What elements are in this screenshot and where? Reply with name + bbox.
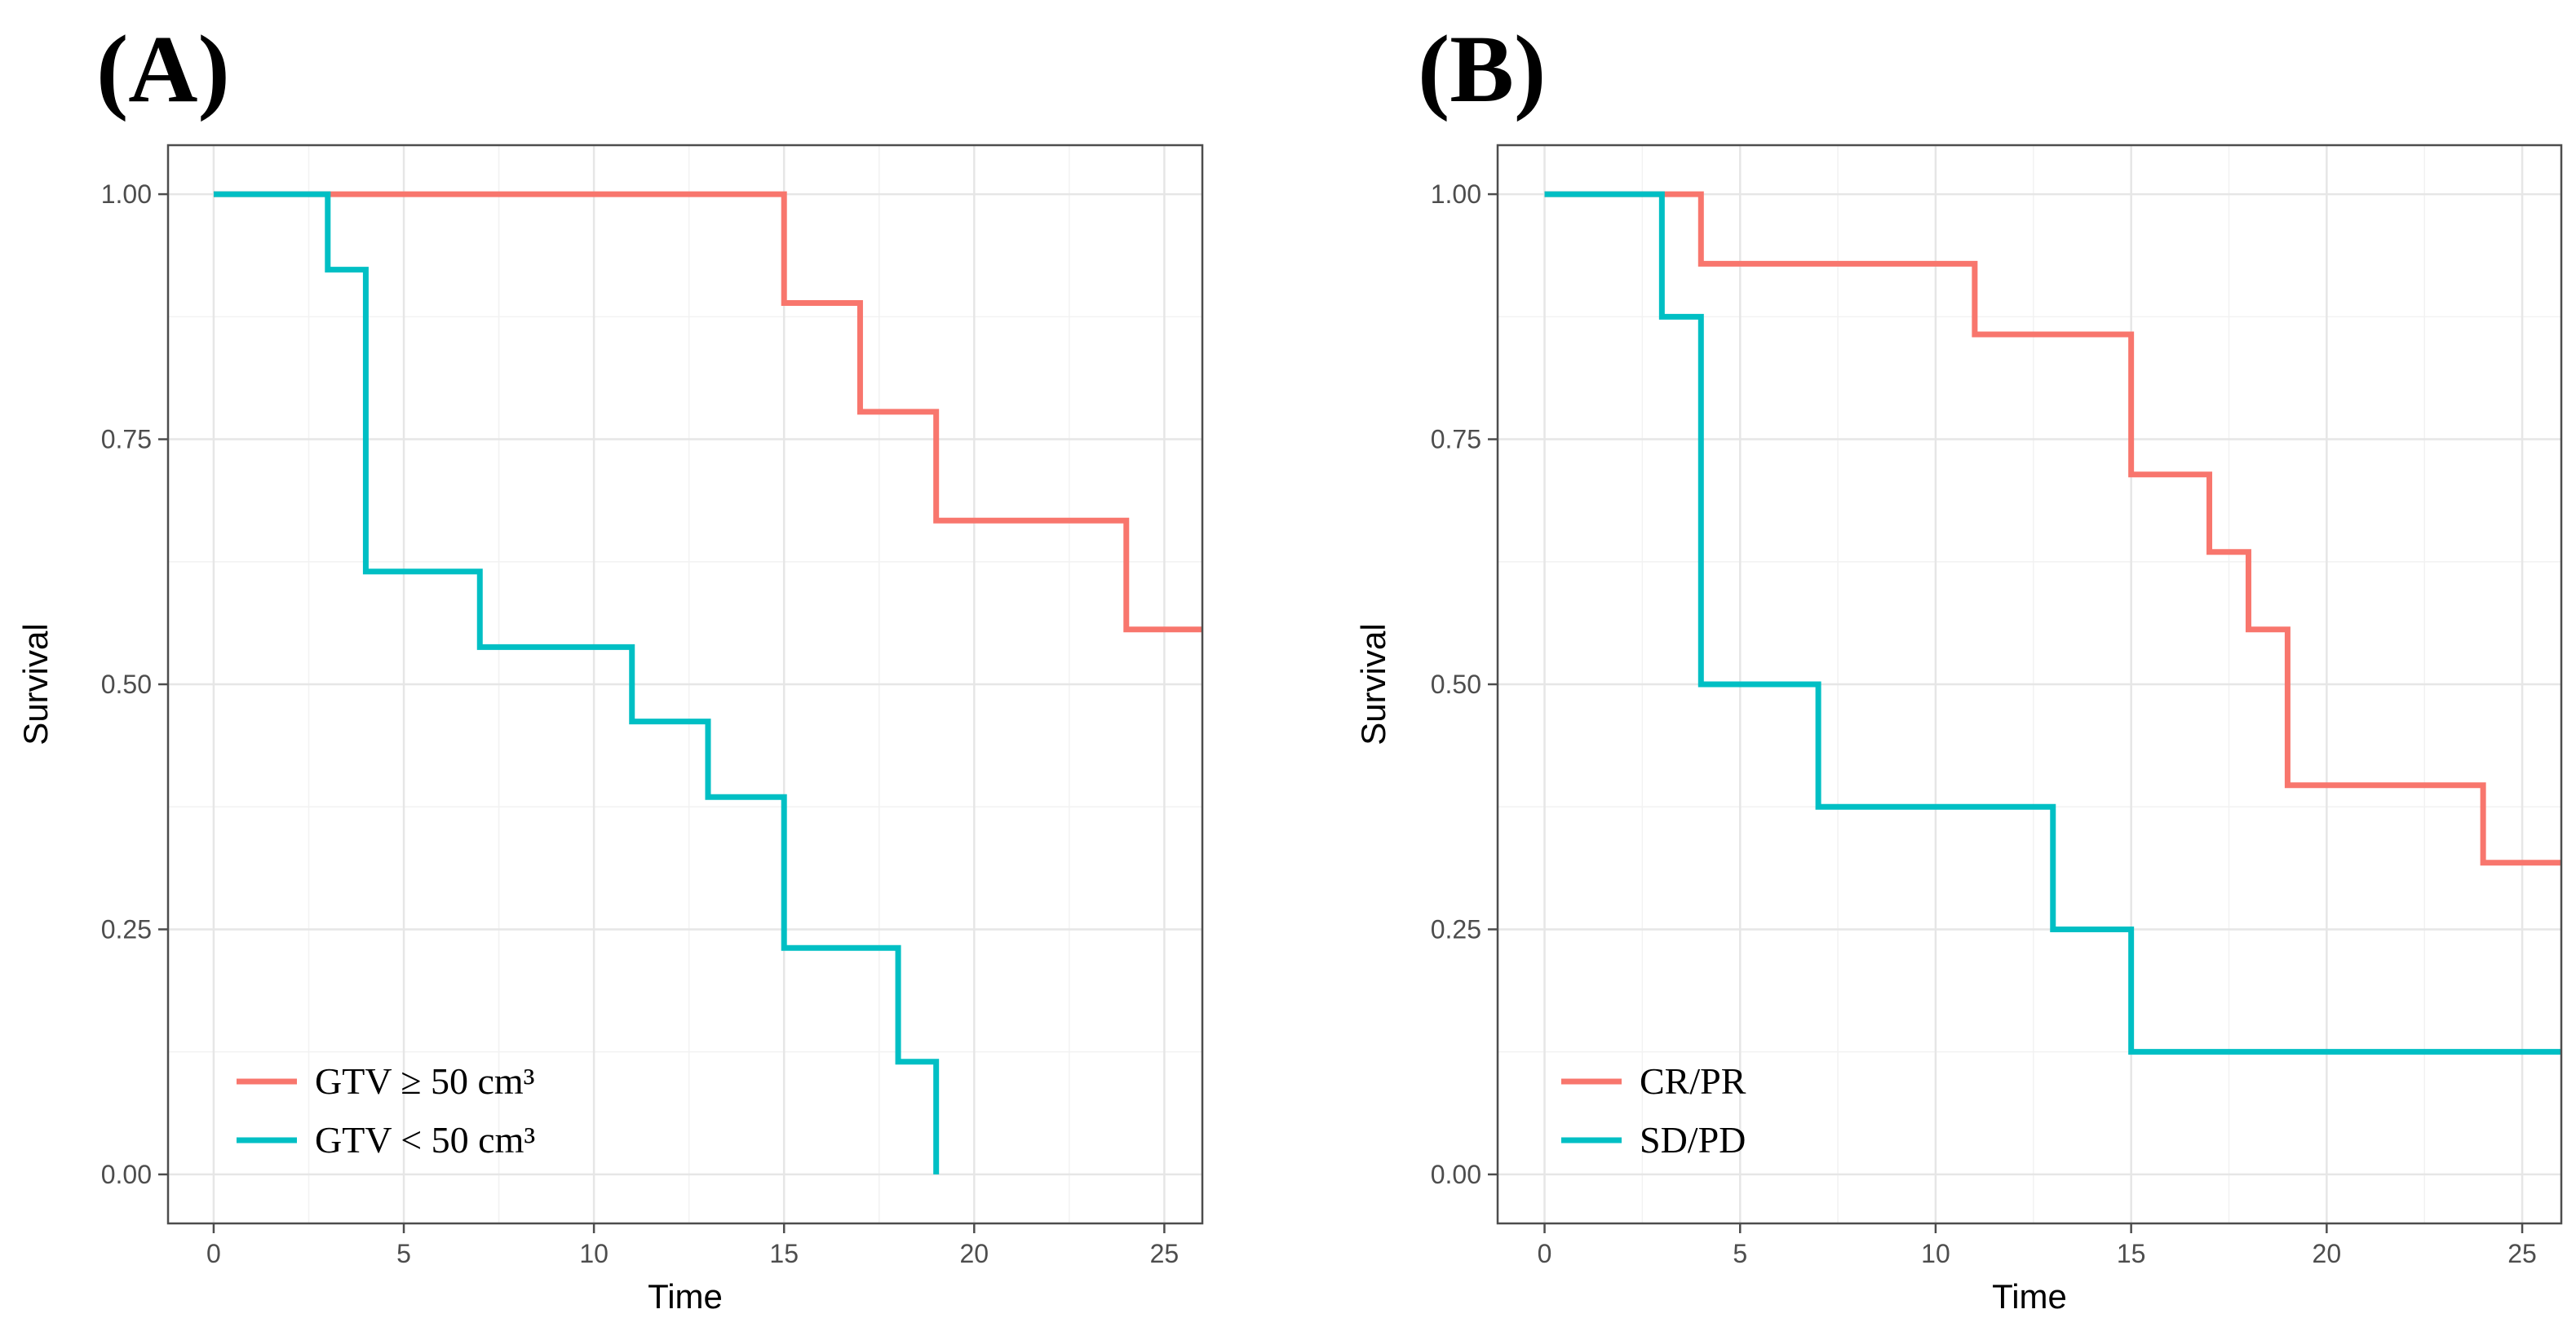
legend-label-series-1: CR/PR bbox=[1640, 1060, 1746, 1102]
legend-label-series-2: SD/PD bbox=[1640, 1119, 1746, 1161]
x-tick-label: 10 bbox=[579, 1239, 609, 1268]
y-tick-label: 0.25 bbox=[1431, 914, 1481, 944]
y-axis-title: Survival bbox=[16, 623, 55, 745]
y-tick-label: 0.25 bbox=[101, 914, 152, 944]
legend: GTV ≥ 50 cm³ GTV < 50 cm³ bbox=[237, 1060, 535, 1161]
y-tick-label: 1.00 bbox=[1431, 179, 1481, 209]
y-tick-label: 0.00 bbox=[101, 1160, 152, 1189]
grid bbox=[168, 145, 1202, 1223]
x-tick-label: 20 bbox=[2313, 1239, 2342, 1268]
x-tick-label: 10 bbox=[1921, 1239, 1950, 1268]
x-tick-label: 15 bbox=[2117, 1239, 2146, 1268]
x-tick-label: 0 bbox=[1538, 1239, 1552, 1268]
km-curve-series-2 bbox=[213, 191, 940, 1174]
y-tick-label: 0.75 bbox=[1431, 425, 1481, 454]
y-tick-label: 0.50 bbox=[1431, 670, 1481, 699]
x-tick-label: 20 bbox=[959, 1239, 989, 1268]
x-axis-title: Time bbox=[1992, 1277, 2067, 1316]
x-tick-label: 0 bbox=[206, 1239, 221, 1268]
x-tick-label: 25 bbox=[2507, 1239, 2537, 1268]
y-tick-label: 0.50 bbox=[101, 670, 152, 699]
y-axis-title: Survival bbox=[1354, 623, 1392, 745]
y-tick-label: 0.00 bbox=[1431, 1160, 1481, 1189]
km-curve-series-2 bbox=[1544, 191, 2561, 1055]
x-tick-label: 15 bbox=[769, 1239, 799, 1268]
x-tick-label: 25 bbox=[1150, 1239, 1180, 1268]
x-axis-title: Time bbox=[648, 1277, 723, 1316]
panel-a: (A) 0 5 10 15 20 25 0.00 0.25 0.50 0.75 1.00 Time Sur… bbox=[16, 15, 1204, 1316]
legend-label-series-2: GTV < 50 cm³ bbox=[315, 1119, 535, 1161]
km-curve-series-1 bbox=[1544, 191, 2561, 866]
y-tick-label: 1.00 bbox=[101, 179, 152, 209]
x-tick-label: 5 bbox=[396, 1239, 411, 1268]
x-tick-label: 5 bbox=[1733, 1239, 1747, 1268]
panel-label: (B) bbox=[1418, 15, 1546, 122]
legend: CR/PR SD/PD bbox=[1561, 1060, 1746, 1161]
panel-label: (A) bbox=[96, 15, 230, 122]
legend-label-series-1: GTV ≥ 50 cm³ bbox=[315, 1060, 534, 1102]
panel-b: (B) 0 5 10 15 20 25 0.00 0.25 0.50 0.75 1.00 Time Sur… bbox=[1354, 15, 2563, 1316]
y-tick-label: 0.75 bbox=[101, 425, 152, 454]
km-curve-series-1 bbox=[213, 191, 1202, 633]
